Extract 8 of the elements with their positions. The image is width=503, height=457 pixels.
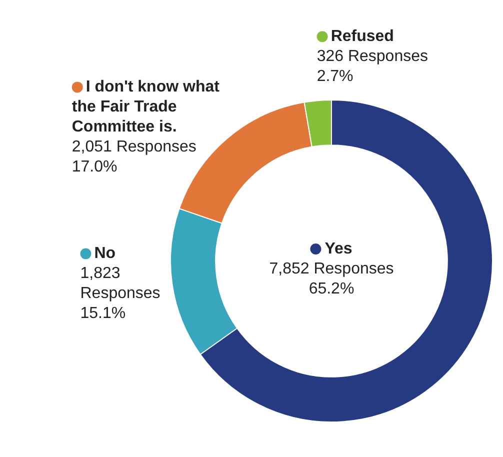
legend-label: No [94,245,116,262]
data-label: 2,051 Responses 17.0% [72,138,196,176]
data-label: 7,852 Responses 65.2% [269,260,394,298]
data-label: 326 Responses 2.7% [316,48,428,86]
legend-label: I don't know what the Fair Trade Committee is. [72,78,220,136]
legend-label: Yes [324,240,352,258]
data-label: 1,823 Responses 15.1% [80,265,160,322]
legend-label: Refused [330,28,394,46]
